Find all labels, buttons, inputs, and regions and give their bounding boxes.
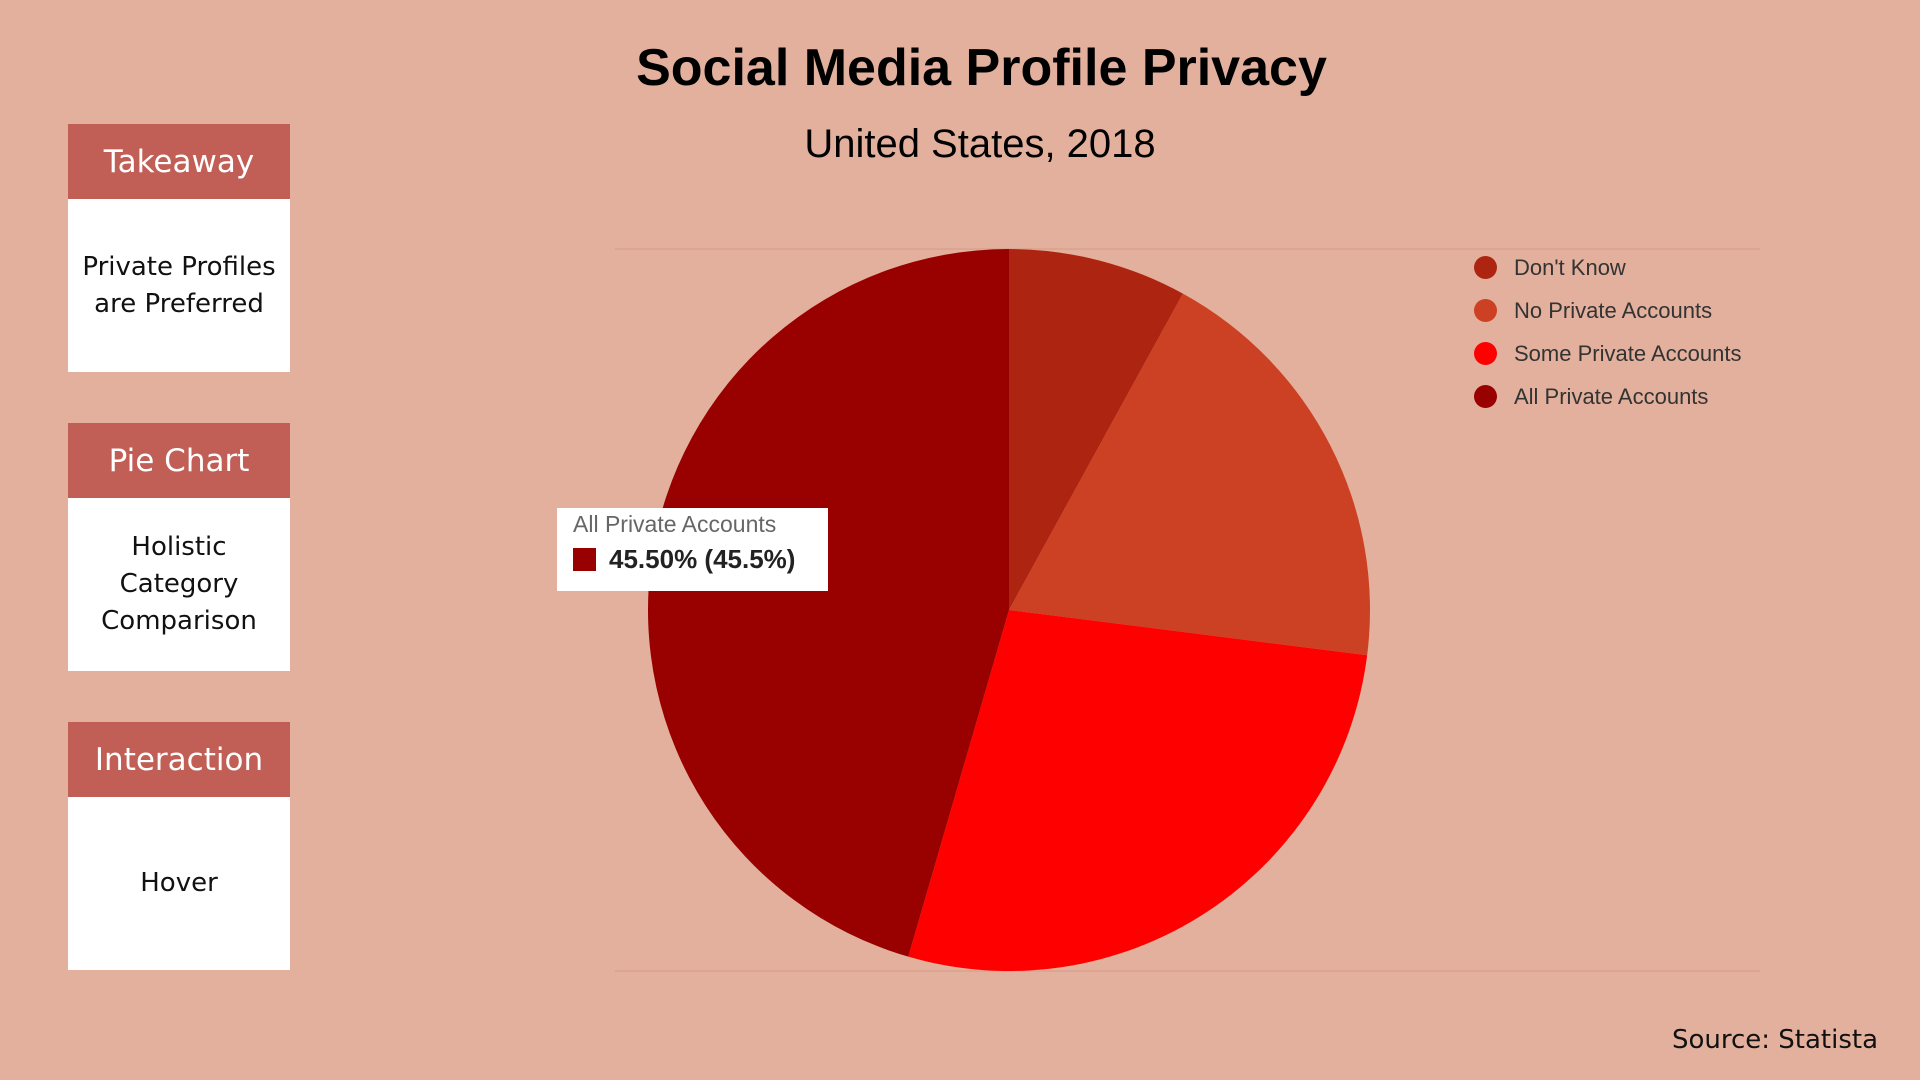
legend-marker [1474, 256, 1497, 279]
legend-label: Some Private Accounts [1514, 340, 1742, 366]
interaction-card-body: Hover [68, 797, 290, 970]
interaction-card-header: Interaction [68, 722, 290, 797]
legend-marker [1474, 299, 1497, 322]
pie-slice-all-private-accounts[interactable] [648, 249, 1009, 957]
legend-item[interactable]: No Private Accounts [1474, 289, 1741, 332]
legend-item[interactable]: All Private Accounts [1474, 375, 1741, 418]
chart-subtitle: United States, 2018 [804, 122, 1156, 166]
chart-type-card-body: Holistic Category Comparison [68, 498, 290, 671]
interaction-card: Interaction Hover [68, 722, 290, 970]
legend-label: No Private Accounts [1514, 297, 1713, 323]
pie-slice-don-t-know[interactable] [1009, 249, 1183, 610]
pie-slice-some-private-accounts[interactable] [908, 610, 1368, 972]
legend-label: Don't Know [1514, 254, 1626, 280]
legend-item[interactable]: Don't Know [1474, 246, 1741, 289]
tooltip-value-row: 45.50% (45.5%) [573, 544, 828, 575]
hover-tooltip: All Private Accounts 45.50% (45.5%) [557, 508, 828, 591]
source-label: Source: Statista [1671, 1025, 1878, 1055]
legend-item[interactable]: Some Private Accounts [1474, 332, 1741, 375]
chart-type-card: Pie Chart Holistic Category Comparison [68, 423, 290, 671]
chart-title: Social Media Profile Privacy [636, 39, 1327, 97]
pie-slices [648, 249, 1371, 972]
takeaway-card-header: Takeaway [68, 124, 290, 199]
tooltip-value: 45.50% (45.5%) [609, 544, 796, 574]
takeaway-card-body: Private Profiles are Preferred [68, 199, 290, 372]
legend-marker [1474, 385, 1497, 408]
chart-type-card-header: Pie Chart [68, 423, 290, 498]
legend-label: All Private Accounts [1514, 383, 1709, 409]
chart-legend: Don't Know No Private Accounts Some Priv… [1474, 246, 1741, 418]
tooltip-color-swatch [573, 548, 596, 571]
takeaway-card: Takeaway Private Profiles are Preferred [68, 124, 290, 372]
pie-slice-no-private-accounts[interactable] [1009, 293, 1371, 656]
legend-marker [1474, 342, 1497, 365]
tooltip-label: All Private Accounts [573, 511, 777, 537]
